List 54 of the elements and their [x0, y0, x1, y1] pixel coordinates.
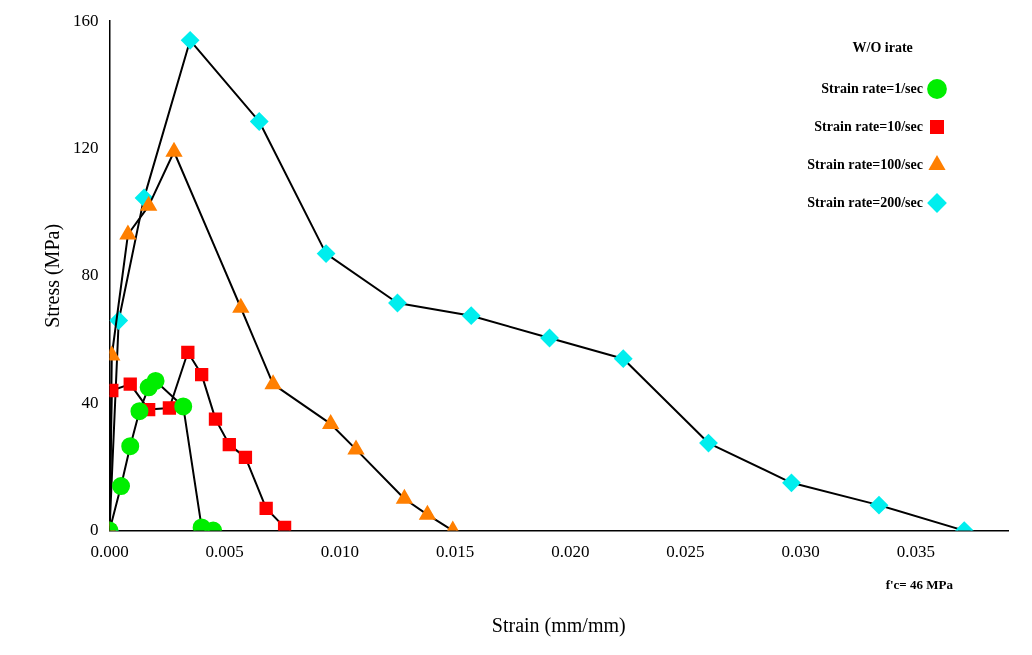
point [396, 489, 413, 504]
point [277, 520, 292, 531]
point [462, 306, 481, 325]
legend-label: Strain rate=100/sec [807, 156, 923, 172]
point [419, 505, 436, 520]
x-tick-label: 0.010 [320, 542, 360, 562]
x-tick-label: 0.030 [781, 542, 820, 562]
point [614, 349, 633, 368]
point [265, 375, 281, 390]
point [181, 31, 200, 50]
x-tick-label: 0.020 [551, 542, 590, 562]
legend-title: W/O irate [852, 39, 913, 55]
legend-label: Strain rate=1/sec [821, 80, 923, 96]
point [181, 345, 195, 359]
y-axis-title: Stress (MPa) [41, 223, 65, 328]
point [166, 142, 182, 157]
point [146, 371, 165, 390]
point [140, 196, 157, 211]
point [123, 377, 137, 391]
point [208, 412, 223, 426]
x-tick-label: 0.025 [666, 542, 705, 562]
x-tick-label: 0.015 [435, 542, 475, 562]
y-tick-label: 80 [81, 265, 99, 285]
point [162, 401, 177, 415]
point [120, 225, 136, 240]
point [130, 402, 149, 421]
x-tick-label: 0.035 [896, 542, 935, 562]
point [174, 397, 193, 416]
point [222, 437, 236, 452]
legend-label: Strain rate=200/sec [807, 194, 923, 210]
point [322, 414, 339, 429]
x-axis-title: Strain (mm/mm) [491, 614, 626, 638]
point [782, 473, 801, 492]
y-tick-label: 120 [73, 138, 99, 158]
point [540, 328, 559, 347]
point [250, 112, 269, 131]
point [259, 501, 273, 515]
point [869, 496, 888, 515]
point [348, 440, 364, 455]
y-tick-label: 160 [73, 10, 99, 30]
point [232, 298, 249, 313]
point [388, 293, 407, 312]
point [112, 477, 131, 496]
point [317, 244, 336, 263]
point [238, 450, 253, 465]
y-tick-label: 0 [90, 520, 99, 540]
point [121, 437, 140, 456]
text: f'c= 46 MPa [885, 576, 954, 592]
y-tick-label: 40 [81, 392, 99, 412]
x-tick-label: 0.005 [205, 542, 244, 562]
legend-label: Strain rate=10/sec [814, 118, 923, 134]
x-tick-label: 0.000 [90, 542, 129, 562]
point [195, 367, 209, 382]
point [699, 434, 718, 453]
